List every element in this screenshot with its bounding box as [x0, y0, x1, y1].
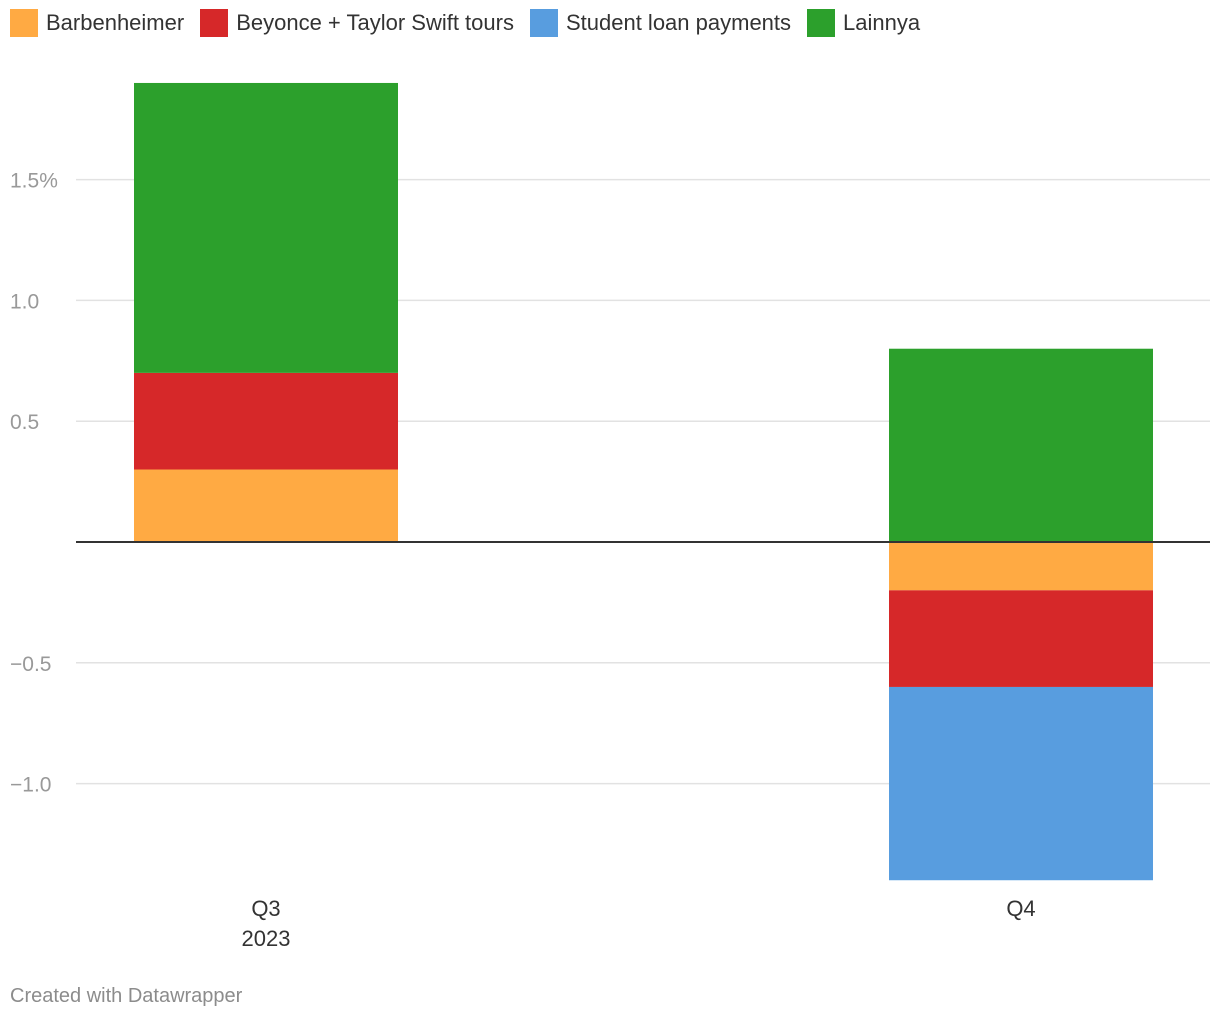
- legend-swatch-barbenheimer: [10, 9, 38, 37]
- legend-swatch-student-loans: [529, 9, 558, 37]
- bar-q3-barbenheimer: [134, 469, 398, 542]
- bar-q3-beyonce-taylor-swift-tours: [134, 372, 398, 470]
- legend-label-student-loans: Student loan payments: [565, 10, 792, 35]
- legend-label-lainnya: Lainnya: [843, 10, 921, 35]
- bar-q4-lainnya: [889, 348, 1153, 542]
- x-tick-label: Q3: [251, 896, 280, 921]
- legend-item-student-loans: Student loan payments: [529, 9, 792, 37]
- x-tick-sublabel: 2023: [242, 926, 291, 951]
- legend-label-barbenheimer: Barbenheimer: [46, 10, 185, 35]
- legend-swatch-tours: [200, 9, 229, 37]
- legend-item-barbenheimer: Barbenheimer: [10, 9, 184, 37]
- y-tick-label: −1.0: [10, 774, 51, 797]
- y-tick-label: 0.5: [10, 411, 39, 434]
- bar-q3-lainnya: [134, 82, 398, 373]
- legend-label-tours: Beyonce + Taylor Swift tours: [236, 10, 514, 35]
- bar-q4-barbenheimer: [889, 542, 1153, 591]
- stacked-bar-chart: −1.0 −0.5 0.5 1.0 1.5% Q3 2023 Q4: [10, 82, 1210, 951]
- bar-q4-beyonce-taylor-swift-tours: [889, 590, 1153, 687]
- y-tick-label: 1.5%: [10, 170, 58, 193]
- legend-item-tours: Beyonce + Taylor Swift tours: [200, 9, 514, 37]
- x-tick-label: Q4: [1006, 896, 1035, 921]
- legend-item-lainnya: Lainnya: [807, 9, 920, 37]
- y-tick-label: 1.0: [10, 290, 39, 313]
- y-tick-label: −0.5: [10, 653, 51, 676]
- footer-credit: Created with Datawrapper: [10, 985, 243, 1007]
- legend: Barbenheimer Beyonce + Taylor Swift tour…: [10, 8, 936, 38]
- bar-q4-student-loan-payments: [889, 686, 1153, 881]
- legend-swatch-lainnya: [807, 9, 836, 37]
